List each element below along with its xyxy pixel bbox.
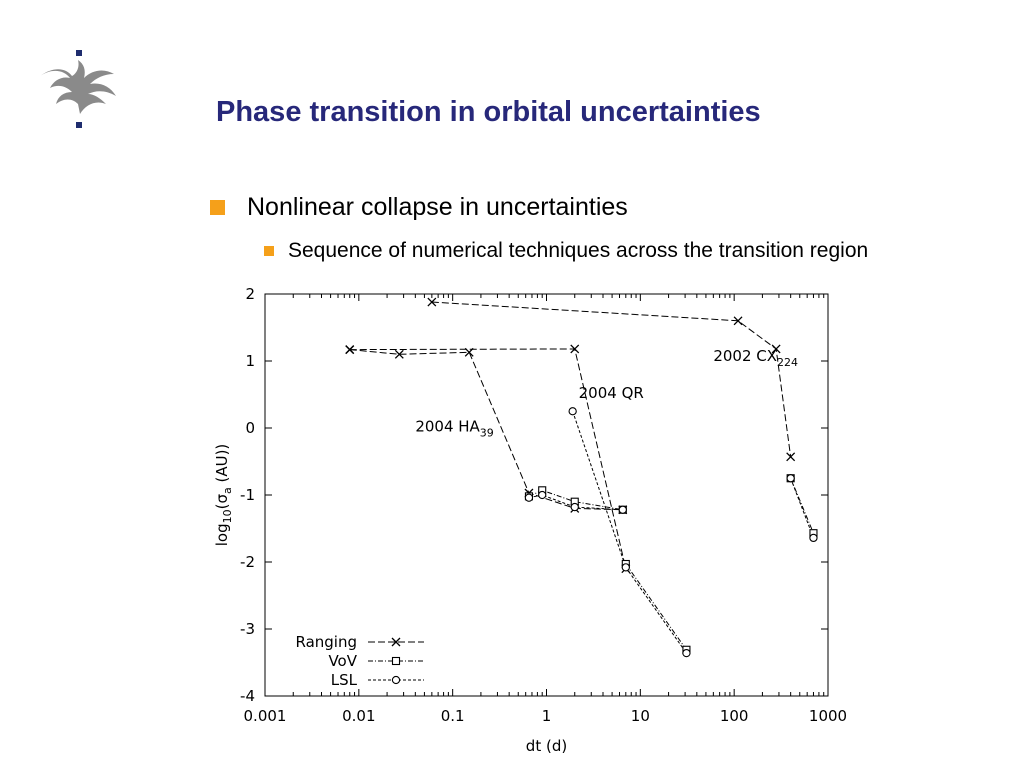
series-line [790, 478, 814, 534]
x-axis-label: dt (d) [526, 737, 567, 755]
data-point-circle [682, 648, 691, 658]
data-point-x [786, 452, 796, 462]
bullet-item: Nonlinear collapse in uncertainties [210, 193, 628, 222]
object-annotation: 2004 QR [579, 384, 644, 402]
x-tick-label: 10 [631, 707, 650, 725]
series-line [625, 563, 687, 651]
data-point-x [427, 297, 437, 307]
x-tick-label: 0.001 [244, 707, 287, 725]
legend-marker-x [391, 637, 401, 647]
uncertainty-chart: 0.001 0.01 0.1 1 10 100 1000 2 1 0 -1 -2 -3 -4 dt (d) l… [192, 280, 872, 765]
legend-label: Ranging [295, 633, 357, 651]
square-bullet-icon [264, 246, 274, 256]
x-tick-label: 1 [542, 707, 552, 725]
x-tick-label: 0.1 [441, 707, 465, 725]
data-point-x [394, 349, 404, 359]
bullet-text: Nonlinear collapse in uncertainties [247, 193, 628, 221]
y-tick-label: -1 [240, 486, 255, 504]
data-point-circle [618, 505, 627, 514]
data-point-x [570, 344, 580, 354]
series-line [790, 478, 814, 539]
y-tick-label: 0 [245, 419, 255, 437]
sub-bullet-item: Sequence of numerical techniques across … [264, 239, 868, 263]
data-point-circle [538, 490, 547, 500]
x-tick-label: 100 [720, 707, 749, 725]
series-line [528, 489, 623, 511]
sub-bullet-text: Sequence of numerical techniques across … [288, 239, 869, 262]
series-line [572, 411, 687, 654]
series-line [528, 494, 623, 511]
series-line [349, 348, 627, 569]
x-tick-label: 1000 [809, 707, 847, 725]
data-point-circle [621, 563, 630, 572]
square-bullet-icon [210, 200, 225, 215]
series-line [431, 301, 792, 457]
data-point-circle [570, 502, 579, 512]
data-point-x [733, 316, 743, 326]
object-annotation: 2004 HA39 [415, 417, 493, 439]
legend-marker-square [391, 656, 401, 666]
legend-label: LSL [331, 671, 358, 689]
data-point-circle [809, 533, 818, 543]
y-tick-label: -4 [240, 687, 255, 705]
object-annotation: 2002 CX224 [713, 347, 798, 369]
data-point-circle [524, 493, 534, 502]
data-point-x [771, 344, 781, 354]
data-point-x [464, 347, 474, 357]
data-point-x [345, 345, 355, 355]
y-tick-label: -3 [240, 620, 255, 638]
x-tick-label: 0.01 [342, 707, 375, 725]
y-axis-label: log10(σa (AU)) [213, 444, 234, 547]
y-tick-label: -2 [240, 553, 255, 571]
university-flame-logo-icon [34, 48, 126, 138]
legend-marker-circle [391, 675, 401, 685]
y-tick-label: 2 [245, 285, 255, 303]
y-tick-label: 1 [245, 352, 255, 370]
data-point-circle [786, 474, 795, 483]
data-point-circle [568, 407, 577, 416]
legend-label: VoV [328, 652, 357, 670]
slide-title: Phase transition in orbital uncertaintie… [216, 96, 761, 128]
series-line [349, 349, 623, 511]
